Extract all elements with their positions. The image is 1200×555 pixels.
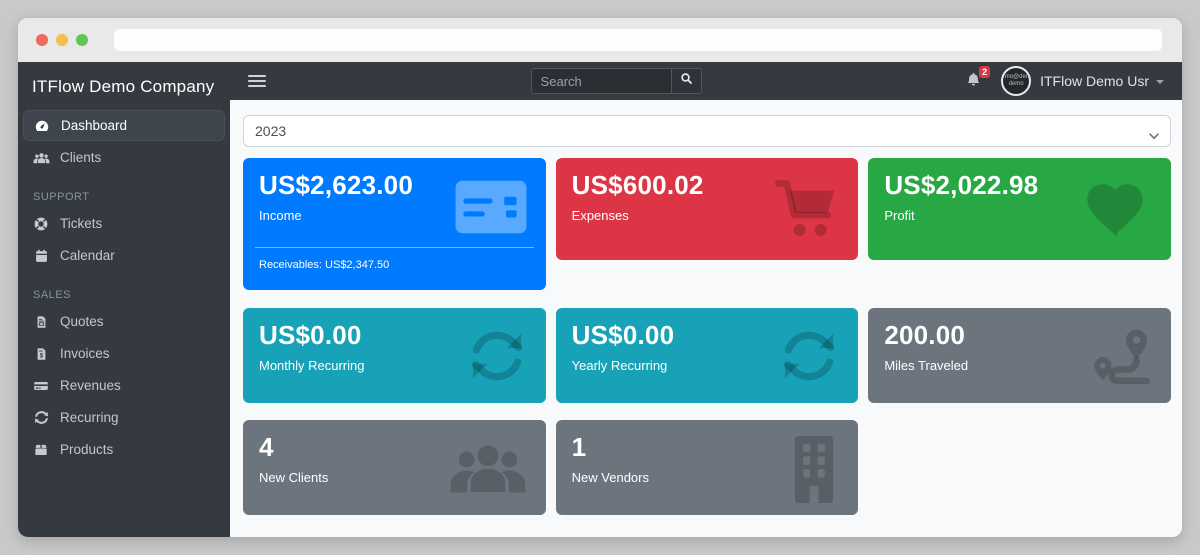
expenses-label: Expenses: [571, 207, 629, 223]
new-vendors-label: New Vendors: [571, 469, 649, 485]
yearly-recurring-value: US$0.00: [571, 320, 675, 350]
receivables-note: Receivables: US$2,347.50: [259, 259, 390, 271]
sidebar-item-label: Quotes: [60, 314, 104, 329]
file-invoice-icon: [32, 314, 50, 330]
dashboard-content: 2023 US$2,623.00 Income: [230, 100, 1182, 537]
miles-traveled-card[interactable]: 200.00 Miles Traveled: [868, 308, 1171, 403]
sidebar-item-products[interactable]: Products: [23, 434, 225, 465]
yearly-recurring-label: Yearly Recurring: [571, 357, 668, 373]
sidebar-section-sales: SALES: [33, 289, 71, 301]
users-icon: [448, 440, 528, 495]
zoom-window-button[interactable]: [76, 34, 88, 46]
box-icon: [32, 442, 50, 457]
minimize-window-button[interactable]: [56, 34, 68, 46]
bell-icon: [966, 72, 981, 91]
sync-icon: [778, 327, 840, 385]
income-value: US$2,623.00: [259, 170, 413, 200]
profit-card[interactable]: US$2,022.98 Profit: [868, 158, 1171, 260]
svg-text:$: $: [39, 352, 43, 359]
user-dropdown[interactable]: ITFlow Demo Usr: [1040, 73, 1164, 89]
menu-toggle-icon[interactable]: [248, 75, 266, 87]
route-icon: [1089, 325, 1153, 387]
year-select[interactable]: 2023: [243, 115, 1171, 147]
search-bar: [530, 68, 702, 94]
expenses-value: US$600.02: [571, 170, 704, 200]
caret-down-icon: [1156, 80, 1164, 84]
expenses-card[interactable]: US$600.02 Expenses: [555, 158, 859, 260]
notifications-button[interactable]: 2: [966, 65, 991, 92]
sidebar-item-quotes[interactable]: Quotes: [23, 306, 225, 337]
sidebar: ITFlow Demo Company Dashboard: [18, 62, 230, 537]
sidebar-item-label: Recurring: [60, 410, 119, 425]
sidebar-item-label: Calendar: [60, 248, 115, 263]
users-icon: [32, 152, 50, 164]
sidebar-item-label: Invoices: [60, 346, 110, 361]
profit-label: Profit: [884, 207, 915, 223]
close-window-button[interactable]: [36, 34, 48, 46]
sidebar-item-calendar[interactable]: Calendar: [23, 240, 225, 271]
sidebar-item-invoices[interactable]: $ Invoices: [23, 338, 225, 369]
sidebar-item-label: Revenues: [60, 378, 121, 393]
sidebar-item-label: Tickets: [60, 216, 103, 231]
calendar-icon: [32, 248, 50, 264]
card-divider: [255, 247, 534, 248]
income-label: Income: [259, 207, 302, 223]
new-vendors-card[interactable]: 1 New Vendors: [555, 420, 859, 515]
credit-card-icon: [454, 179, 528, 235]
life-ring-icon: [32, 216, 50, 232]
sidebar-item-label: Products: [60, 442, 114, 457]
avatar-text: demo: [1008, 81, 1024, 87]
new-clients-card[interactable]: 4 New Clients: [243, 420, 546, 515]
avatar[interactable]: demo@demo demo: [1001, 66, 1032, 96]
top-navbar: 2 demo@demo demo ITFlow Demo Usr: [230, 62, 1182, 100]
monthly-recurring-label: Monthly Recurring: [259, 357, 365, 373]
sidebar-item-label: Clients: [60, 150, 102, 165]
heart-icon: [1081, 177, 1153, 241]
file-invoice-dollar-icon: $: [32, 346, 50, 362]
search-button[interactable]: [670, 68, 702, 94]
sidebar-item-recurring[interactable]: Recurring: [23, 402, 225, 433]
search-input[interactable]: [530, 68, 671, 94]
yearly-recurring-card[interactable]: US$0.00 Yearly Recurring: [555, 308, 859, 403]
shopping-cart-icon: [774, 179, 840, 239]
miles-traveled-label: Miles Traveled: [884, 357, 969, 373]
sidebar-item-label: Dashboard: [61, 118, 128, 133]
new-vendors-value: 1: [571, 432, 587, 462]
miles-traveled-value: 200.00: [884, 320, 966, 350]
window-controls: [36, 34, 88, 46]
sync-icon: [466, 327, 528, 385]
income-card[interactable]: US$2,623.00 Income: [243, 158, 546, 290]
sidebar-section-support: SUPPORT: [33, 191, 90, 203]
browser-window: ITFlow Demo Company Dashboard: [18, 18, 1182, 537]
brand-title[interactable]: ITFlow Demo Company: [32, 77, 215, 96]
monthly-recurring-card[interactable]: US$0.00 Monthly Recurring: [243, 308, 546, 403]
sidebar-item-revenues[interactable]: Revenues: [23, 370, 225, 401]
sync-icon: [32, 410, 50, 425]
monthly-recurring-value: US$0.00: [259, 320, 362, 350]
money-check-icon: [32, 378, 50, 394]
new-clients-value: 4: [259, 432, 274, 462]
building-icon: [788, 433, 840, 503]
browser-titlebar: [18, 18, 1182, 62]
address-bar[interactable]: [114, 29, 1162, 51]
sidebar-item-clients[interactable]: Clients: [23, 142, 225, 173]
profit-value: US$2,022.98: [884, 170, 1039, 200]
user-name: ITFlow Demo Usr: [1040, 73, 1149, 89]
notification-badge: 2: [979, 65, 991, 78]
sidebar-item-tickets[interactable]: Tickets: [23, 208, 225, 239]
sidebar-item-dashboard[interactable]: Dashboard: [23, 110, 225, 141]
avatar-text: demo@demo: [1001, 74, 1031, 80]
new-clients-label: New Clients: [259, 469, 329, 485]
tachometer-icon: [33, 118, 51, 134]
sidebar-nav: Dashboard Clients S: [18, 108, 230, 468]
search-icon: [680, 72, 693, 90]
